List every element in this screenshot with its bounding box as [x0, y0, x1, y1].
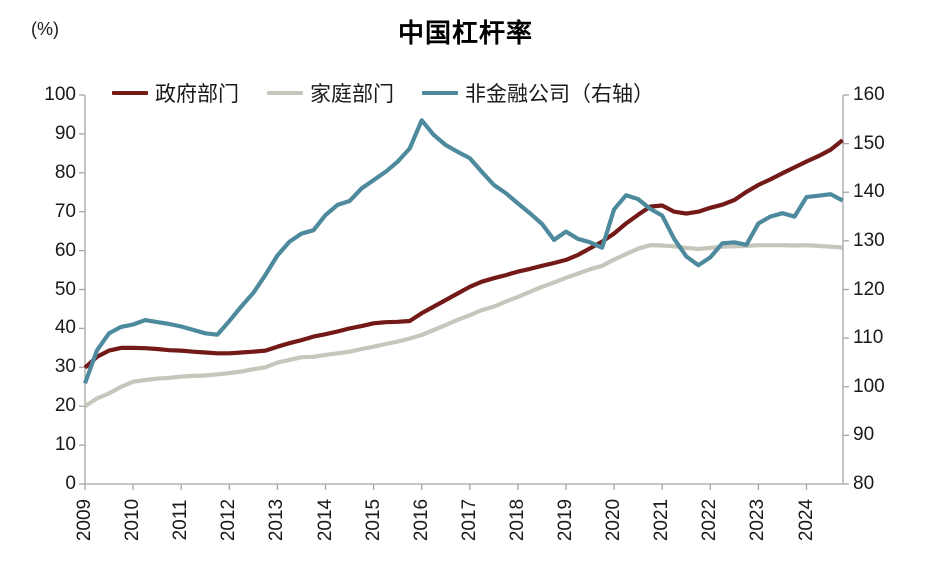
legend-label-government: 政府部门	[155, 83, 239, 106]
y-right-tick-label: 150	[853, 132, 885, 154]
x-tick-label: 2012	[218, 498, 240, 542]
x-tick-label: 2023	[747, 498, 769, 542]
y-left-tick-label: 50	[54, 278, 76, 300]
y-left-tick-label: 100	[44, 84, 76, 105]
legend-item-government: 政府部门	[112, 78, 239, 108]
y-left-tick-label: 0	[65, 473, 76, 494]
x-tick-label: 2022	[699, 498, 721, 542]
x-tick-label: 2013	[266, 498, 288, 542]
left-axis-unit-label: (%)	[31, 19, 59, 39]
y-left-tick-label: 70	[54, 200, 76, 222]
y-right-tick-label: 100	[853, 375, 885, 397]
chart-title: 中国杠杆率	[397, 18, 533, 48]
y-right-tick-label: 120	[853, 278, 885, 300]
y-right-tick-label: 160	[853, 84, 885, 105]
legend-item-household: 家庭部门	[267, 78, 394, 108]
x-tick-label: 2024	[795, 498, 817, 542]
x-tick-label: 2015	[362, 498, 384, 542]
y-left-tick-label: 60	[54, 239, 76, 261]
legend-label-nfc: 非金融公司（右轴）	[465, 83, 654, 106]
x-tick-label: 2021	[651, 498, 673, 542]
x-tick-label: 2016	[410, 498, 432, 542]
y-left-tick-label: 40	[54, 317, 76, 339]
y-left-tick-label: 90	[54, 122, 76, 144]
legend-label-household: 家庭部门	[310, 83, 394, 106]
legend-item-nfc: 非金融公司（右轴）	[422, 78, 654, 108]
y-right-tick-label: 130	[853, 229, 885, 251]
x-tick-label: 2009	[74, 498, 95, 542]
y-left-tick-label: 20	[54, 395, 76, 417]
x-tick-label: 2010	[122, 498, 144, 542]
y-left-tick-label: 80	[54, 161, 76, 183]
legend: 政府部门 家庭部门 非金融公司（右轴）	[112, 80, 654, 106]
series-line-household	[83, 243, 843, 408]
x-tick-label: 2019	[555, 498, 576, 542]
y-left-tick-label: 10	[54, 434, 76, 456]
legend-line-sample-household	[267, 90, 303, 96]
y-right-tick-label: 90	[853, 424, 875, 446]
legend-line-sample-government	[112, 90, 148, 96]
y-right-tick-label: 80	[853, 473, 875, 494]
series-line-government	[83, 138, 844, 370]
x-tick-label: 2014	[314, 498, 336, 542]
x-tick-label: 2020	[603, 498, 625, 542]
series-line-nfc	[83, 118, 844, 385]
y-right-tick-label: 110	[853, 327, 884, 349]
x-tick-label: 2017	[458, 498, 480, 542]
x-tick-label: 2018	[506, 498, 528, 542]
y-left-tick-label: 30	[54, 356, 76, 378]
x-tick-label: 2011	[170, 499, 192, 541]
legend-line-sample-nfc	[422, 90, 458, 96]
y-right-tick-label: 140	[853, 181, 885, 203]
